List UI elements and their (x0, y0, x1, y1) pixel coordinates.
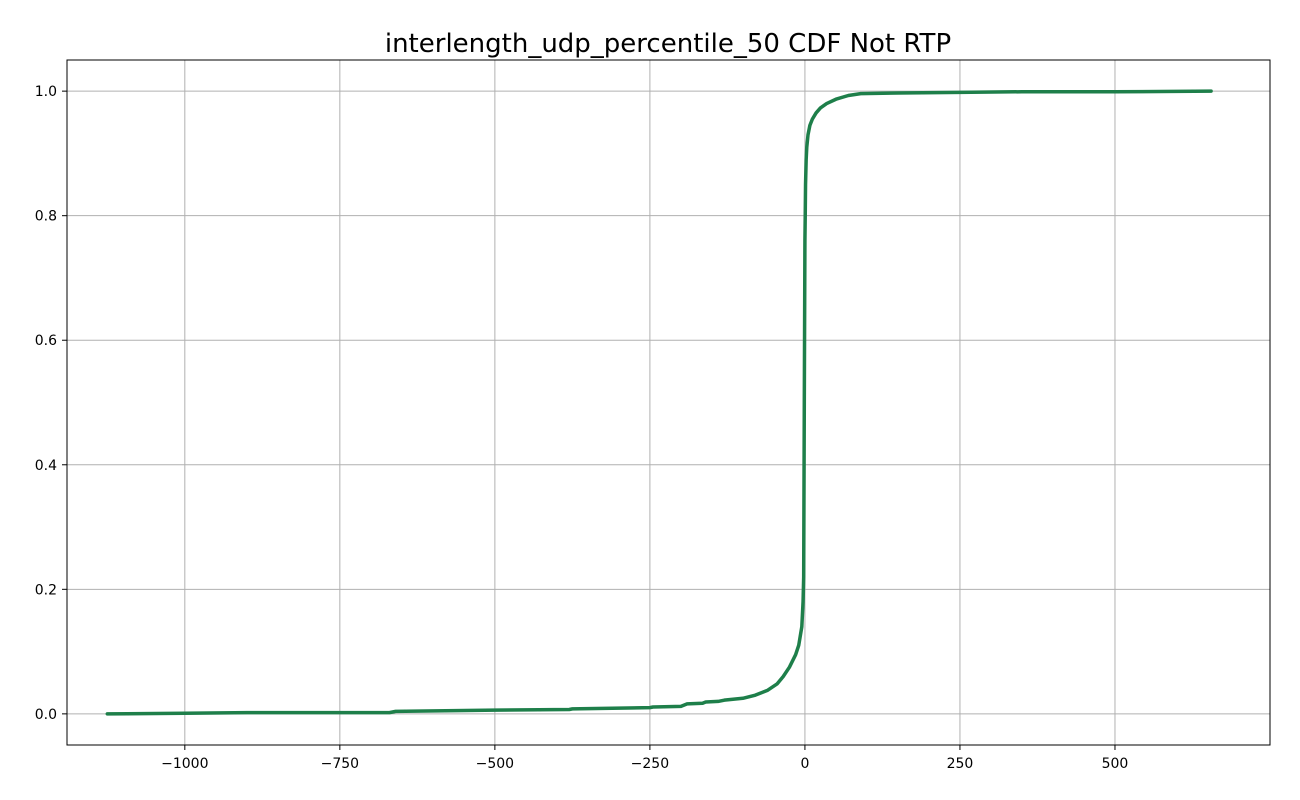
grid-layer (67, 60, 1270, 745)
y-tick-label: 0.8 (35, 209, 57, 225)
plot-frame (66, 59, 1271, 746)
series-layer (105, 89, 1213, 716)
y-tick-label: 0.4 (35, 458, 57, 474)
y-tick-label: 1.0 (35, 84, 57, 100)
x-tick-label: 0 (800, 756, 809, 772)
x-tick-label: −250 (631, 756, 669, 772)
x-tick-label: −750 (321, 756, 359, 772)
x-tick-label: −1000 (161, 756, 208, 772)
y-tick-label: 0.0 (35, 707, 57, 723)
x-tick-label: 250 (947, 756, 974, 772)
y-axis: 0.0 0.2 0.4 0.6 0.8 1.0 (35, 84, 67, 723)
cdf-series-line-0 (105, 89, 1213, 716)
x-tick-label: −500 (476, 756, 514, 772)
y-tick-label: 0.6 (35, 333, 57, 349)
x-axis: −1000 −750 −500 −250 0 250 500 (161, 745, 1128, 772)
chart-title: interlength_udp_percentile_50 CDF Not RT… (385, 29, 951, 59)
y-tick-label: 0.2 (35, 582, 57, 598)
x-tick-label: 500 (1102, 756, 1129, 772)
